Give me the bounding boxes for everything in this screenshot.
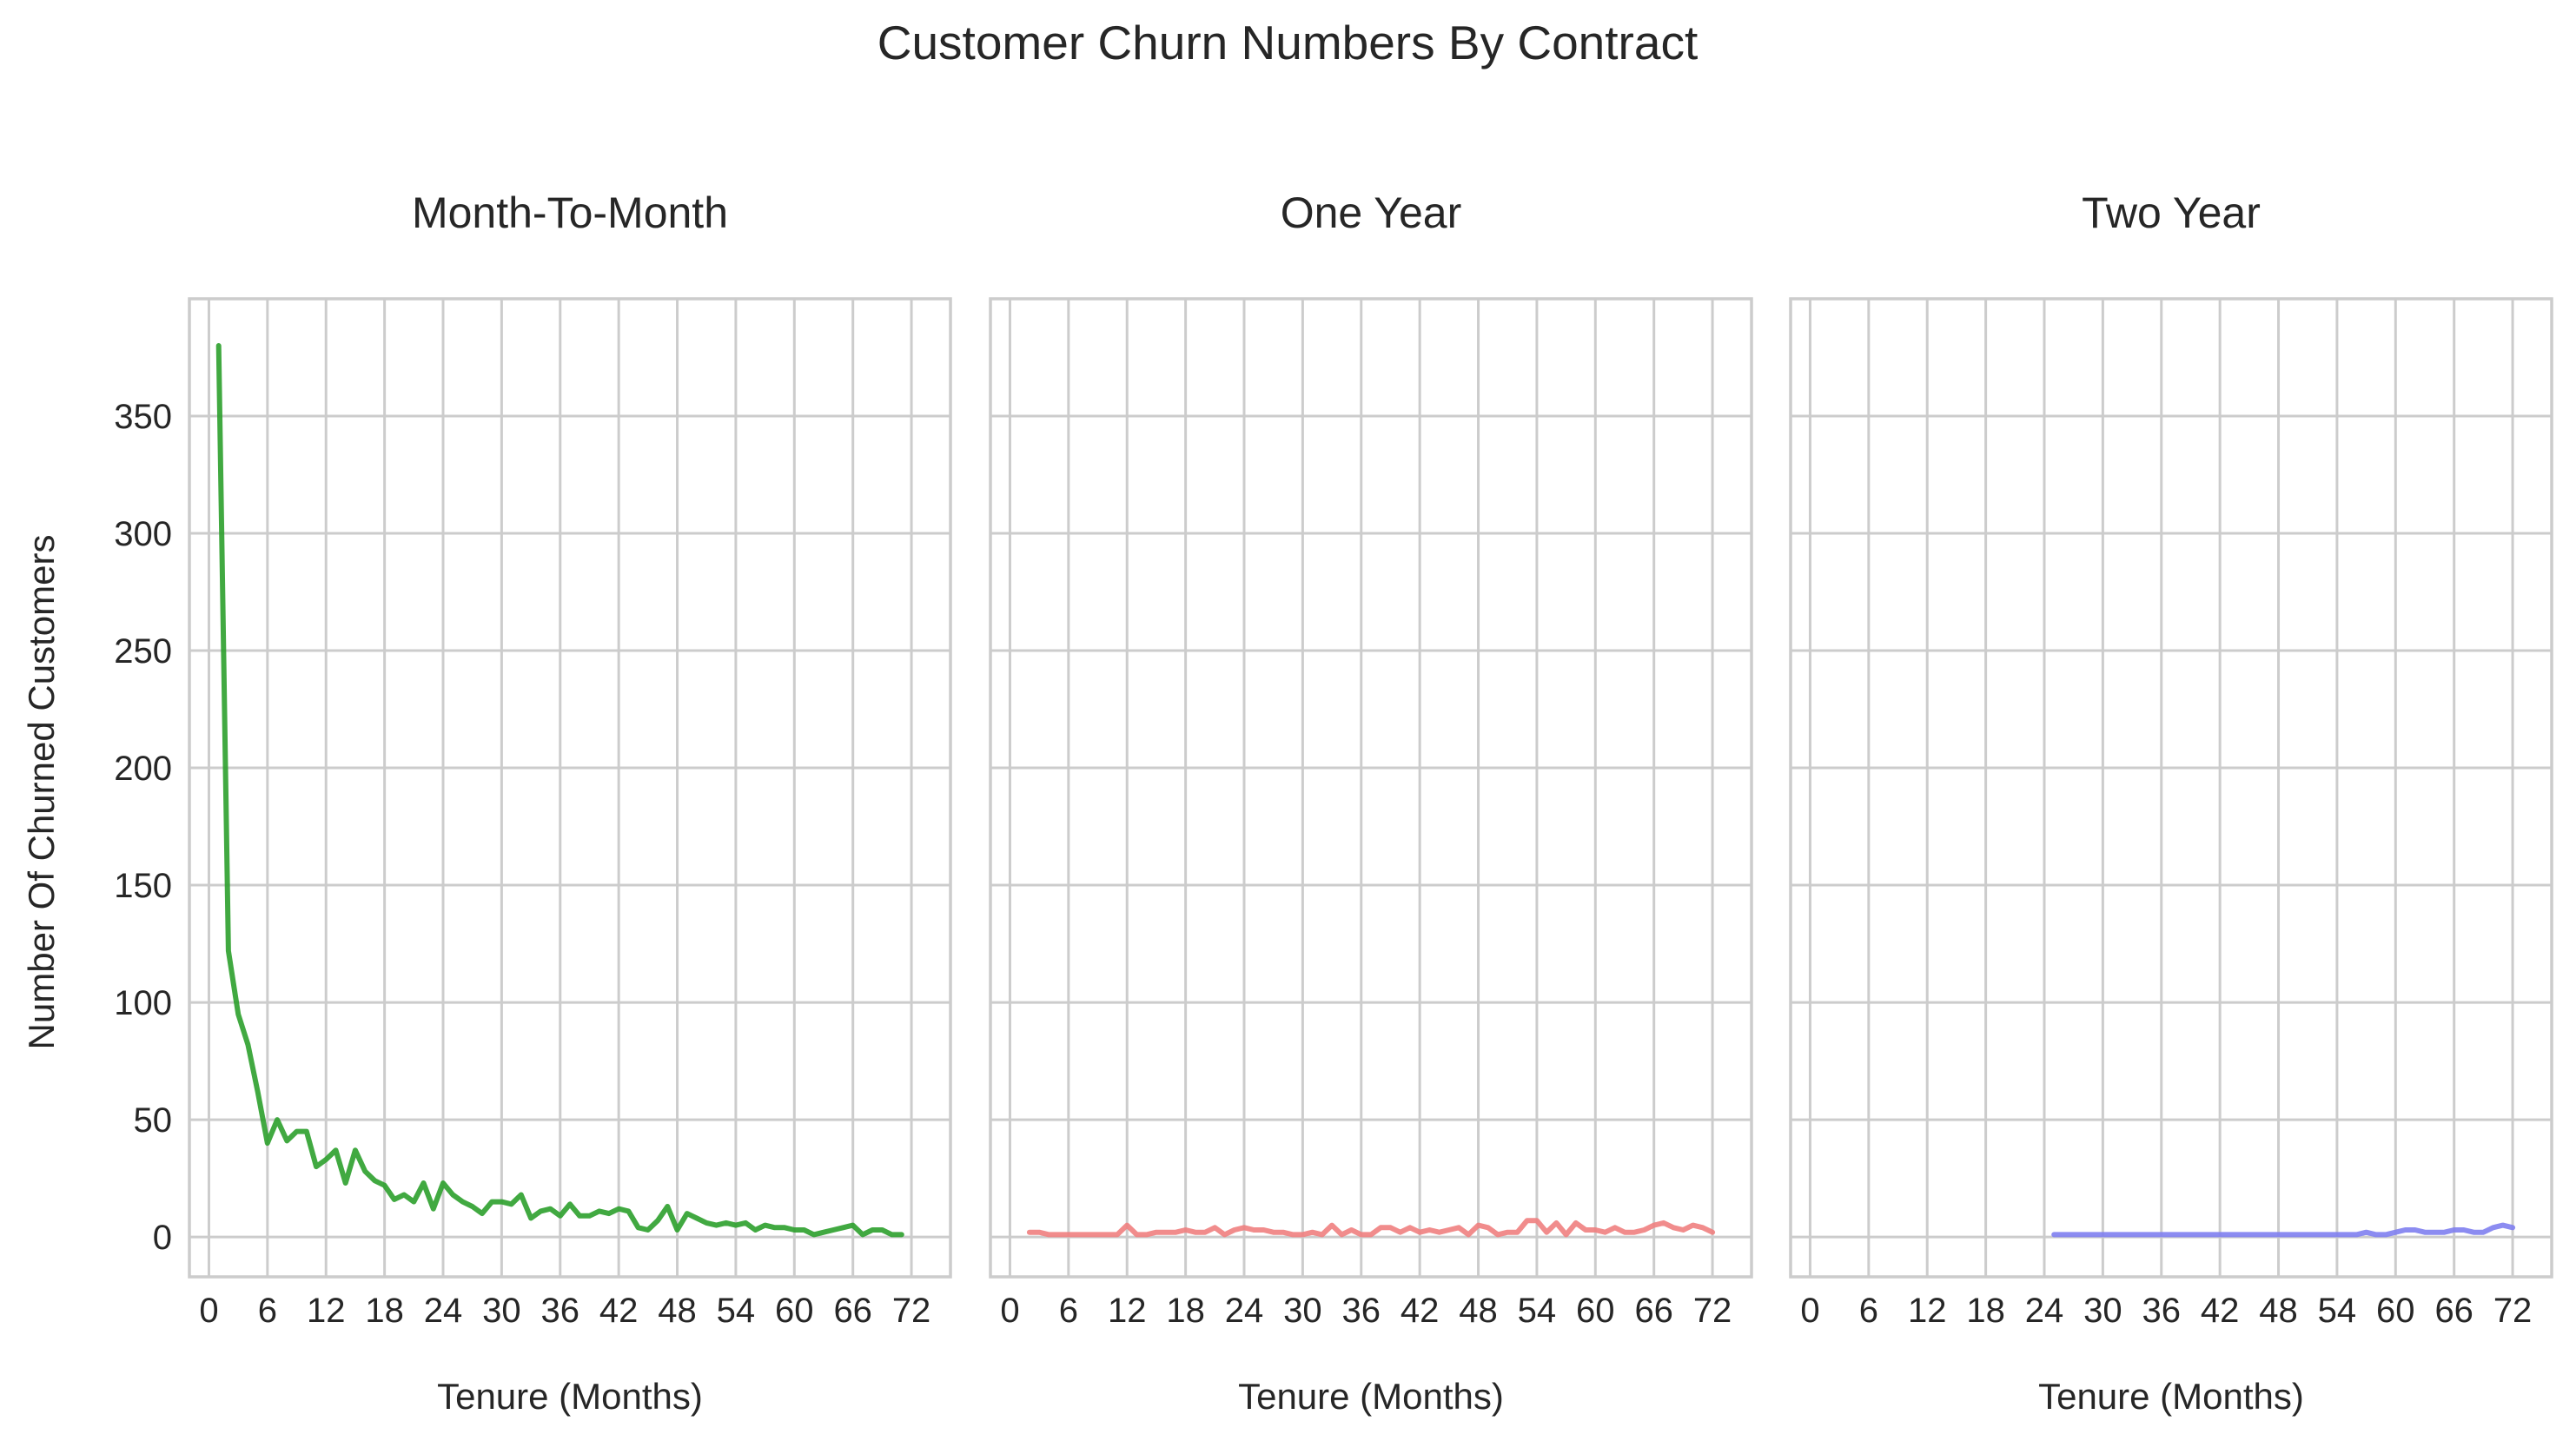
x-tick-label: 42 bbox=[2201, 1292, 2240, 1330]
y-tick-label: 0 bbox=[153, 1219, 172, 1257]
x-tick-label: 60 bbox=[1576, 1292, 1615, 1330]
x-axis-label: Tenure (Months) bbox=[1238, 1376, 1504, 1417]
series-line bbox=[2051, 1222, 2516, 1238]
plot-frame bbox=[989, 297, 1753, 1279]
x-tick-label: 54 bbox=[2318, 1292, 2357, 1330]
y-tick-label: 250 bbox=[114, 632, 172, 671]
x-tick-label: 48 bbox=[658, 1292, 697, 1330]
x-tick-label: 12 bbox=[1108, 1292, 1147, 1330]
x-tick-label: 60 bbox=[2376, 1292, 2415, 1330]
subplot-title: Month-To-Month bbox=[412, 188, 728, 237]
x-tick-label: 36 bbox=[2142, 1292, 2182, 1330]
x-tick-label: 66 bbox=[833, 1292, 872, 1330]
x-tick-label: 60 bbox=[775, 1292, 814, 1330]
x-tick-label: 0 bbox=[1000, 1292, 1019, 1330]
x-tick-label: 6 bbox=[1059, 1292, 1078, 1330]
subplot-3: Two Year 0 6 12 18 24 30 36 42 48 54 60 66 72 Tenure (… bbox=[1789, 188, 2553, 1417]
x-tick-label: 18 bbox=[1166, 1292, 1205, 1330]
x-tick-label: 36 bbox=[541, 1292, 580, 1330]
x-tick-label: 42 bbox=[599, 1292, 639, 1330]
x-tick-label: 30 bbox=[482, 1292, 521, 1330]
x-tick-label: 18 bbox=[1966, 1292, 2005, 1330]
x-tick-label: 12 bbox=[1908, 1292, 1947, 1330]
x-tick-label: 42 bbox=[1401, 1292, 1440, 1330]
x-tick-label: 54 bbox=[1518, 1292, 1557, 1330]
y-tick-label: 200 bbox=[114, 750, 172, 788]
x-tick-label: 54 bbox=[717, 1292, 756, 1330]
x-tick-label: 6 bbox=[1859, 1292, 1878, 1330]
x-axis-label: Tenure (Months) bbox=[2038, 1376, 2304, 1417]
x-tick-label: 72 bbox=[1693, 1292, 1732, 1330]
x-axis-label: Tenure (Months) bbox=[437, 1376, 703, 1417]
plot-frame bbox=[188, 297, 952, 1279]
x-tick-label: 24 bbox=[1225, 1292, 1264, 1330]
shared-y-axis-label: Number Of Churned Customers bbox=[21, 535, 62, 1050]
x-tick-label: 0 bbox=[199, 1292, 218, 1330]
y-tick-label: 50 bbox=[134, 1101, 173, 1140]
y-tick-label: 150 bbox=[114, 867, 172, 905]
x-tick-label: 30 bbox=[2083, 1292, 2122, 1330]
plot-frame bbox=[1789, 297, 2553, 1279]
x-tick-label: 24 bbox=[424, 1292, 463, 1330]
subplot-title: One Year bbox=[1281, 188, 1462, 237]
subplot-1: Month-To-Month 0 6 12 18 24 30 36 42 48 54 60 66 72 0 5… bbox=[114, 188, 952, 1417]
x-tick-label: 6 bbox=[258, 1292, 277, 1330]
y-tick-label: 100 bbox=[114, 984, 172, 1022]
subplot-title: Two Year bbox=[2082, 188, 2261, 237]
y-tick-label: 350 bbox=[114, 398, 172, 436]
x-tick-label: 66 bbox=[2434, 1292, 2473, 1330]
x-tick-label: 36 bbox=[1342, 1292, 1381, 1330]
x-tick-label: 30 bbox=[1283, 1292, 1322, 1330]
series-line bbox=[215, 343, 904, 1238]
x-tick-label: 12 bbox=[307, 1292, 346, 1330]
subplot-2: One Year 0 6 12 18 24 30 36 42 48 54 60 66 72 Tenure (… bbox=[989, 188, 1753, 1417]
series-line bbox=[1026, 1218, 1716, 1238]
y-tick-label: 300 bbox=[114, 515, 172, 553]
x-tick-label: 48 bbox=[2259, 1292, 2298, 1330]
x-tick-label: 66 bbox=[1634, 1292, 1673, 1330]
x-tick-label: 48 bbox=[1459, 1292, 1498, 1330]
x-tick-label: 72 bbox=[2493, 1292, 2533, 1330]
x-tick-label: 72 bbox=[892, 1292, 931, 1330]
x-tick-label: 24 bbox=[2025, 1292, 2064, 1330]
x-tick-label: 18 bbox=[365, 1292, 404, 1330]
x-tick-label: 0 bbox=[1800, 1292, 1819, 1330]
figure-title: Customer Churn Numbers By Contract bbox=[877, 16, 1698, 69]
